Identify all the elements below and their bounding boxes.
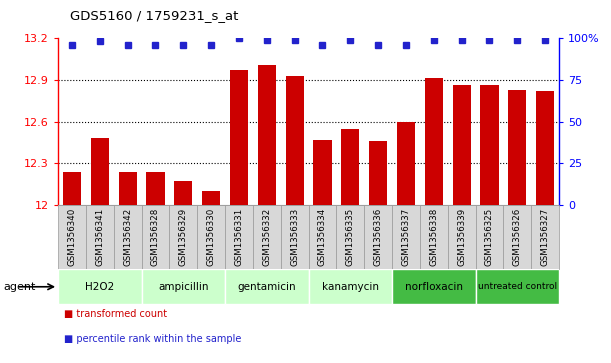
Text: GSM1356338: GSM1356338 bbox=[430, 208, 438, 266]
Text: GSM1356332: GSM1356332 bbox=[262, 208, 271, 266]
Bar bbox=[392, 205, 420, 269]
Bar bbox=[225, 269, 309, 304]
Bar bbox=[313, 140, 332, 205]
Bar bbox=[58, 205, 86, 269]
Bar bbox=[337, 205, 364, 269]
Bar bbox=[280, 205, 309, 269]
Text: GSM1356330: GSM1356330 bbox=[207, 208, 216, 266]
Text: GDS5160 / 1759231_s_at: GDS5160 / 1759231_s_at bbox=[70, 9, 239, 22]
Bar bbox=[480, 85, 499, 205]
Text: GSM1356333: GSM1356333 bbox=[290, 208, 299, 266]
Text: GSM1356334: GSM1356334 bbox=[318, 208, 327, 266]
Bar bbox=[425, 78, 443, 205]
Text: GSM1356337: GSM1356337 bbox=[401, 208, 411, 266]
Bar bbox=[448, 205, 475, 269]
Bar bbox=[475, 205, 503, 269]
Bar bbox=[63, 172, 81, 205]
Text: kanamycin: kanamycin bbox=[322, 282, 379, 292]
Text: GSM1356331: GSM1356331 bbox=[235, 208, 243, 266]
Bar bbox=[364, 205, 392, 269]
Bar bbox=[225, 205, 253, 269]
Bar bbox=[258, 65, 276, 205]
Bar bbox=[230, 70, 248, 205]
Text: untreated control: untreated control bbox=[478, 282, 557, 291]
Text: H2O2: H2O2 bbox=[85, 282, 114, 292]
Text: GSM1356325: GSM1356325 bbox=[485, 208, 494, 266]
Bar bbox=[536, 91, 554, 205]
Bar bbox=[58, 269, 142, 304]
Bar bbox=[142, 269, 225, 304]
Text: ampicillin: ampicillin bbox=[158, 282, 208, 292]
Text: ■ percentile rank within the sample: ■ percentile rank within the sample bbox=[64, 334, 241, 344]
Bar bbox=[91, 138, 109, 205]
Bar bbox=[197, 205, 225, 269]
Text: GSM1356336: GSM1356336 bbox=[374, 208, 382, 266]
Bar bbox=[369, 141, 387, 205]
Text: GSM1356339: GSM1356339 bbox=[457, 208, 466, 266]
Text: GSM1356329: GSM1356329 bbox=[179, 208, 188, 266]
Text: GSM1356328: GSM1356328 bbox=[151, 208, 160, 266]
Bar bbox=[147, 172, 164, 205]
Bar bbox=[142, 205, 169, 269]
Bar bbox=[397, 122, 415, 205]
Bar bbox=[174, 182, 192, 205]
Text: norfloxacin: norfloxacin bbox=[405, 282, 463, 292]
Bar bbox=[475, 269, 559, 304]
Text: GSM1356327: GSM1356327 bbox=[541, 208, 550, 266]
Text: GSM1356340: GSM1356340 bbox=[67, 208, 76, 266]
Bar bbox=[342, 129, 359, 205]
Bar bbox=[508, 90, 526, 205]
Bar bbox=[309, 269, 392, 304]
Bar bbox=[202, 191, 220, 205]
Bar bbox=[285, 76, 304, 205]
Bar bbox=[114, 205, 142, 269]
Bar bbox=[392, 269, 475, 304]
Bar bbox=[119, 172, 137, 205]
Text: GSM1356341: GSM1356341 bbox=[95, 208, 104, 266]
Bar bbox=[253, 205, 280, 269]
Bar bbox=[531, 205, 559, 269]
Text: agent: agent bbox=[3, 282, 35, 292]
Text: gentamicin: gentamicin bbox=[238, 282, 296, 292]
Bar bbox=[309, 205, 337, 269]
Text: GSM1356326: GSM1356326 bbox=[513, 208, 522, 266]
Text: GSM1356342: GSM1356342 bbox=[123, 208, 132, 266]
Bar bbox=[86, 205, 114, 269]
Bar bbox=[169, 205, 197, 269]
Text: GSM1356335: GSM1356335 bbox=[346, 208, 355, 266]
Bar bbox=[453, 85, 470, 205]
Bar bbox=[420, 205, 448, 269]
Text: ■ transformed count: ■ transformed count bbox=[64, 309, 167, 319]
Bar bbox=[503, 205, 531, 269]
